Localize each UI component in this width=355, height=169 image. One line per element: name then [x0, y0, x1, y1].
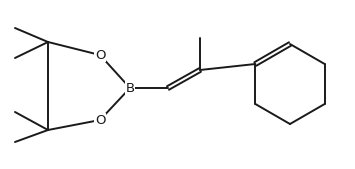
- Text: O: O: [95, 114, 105, 127]
- Text: B: B: [125, 81, 135, 94]
- Text: O: O: [95, 49, 105, 62]
